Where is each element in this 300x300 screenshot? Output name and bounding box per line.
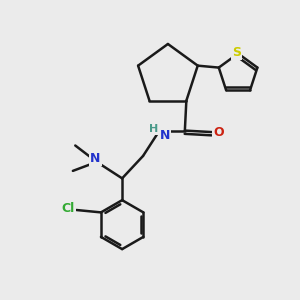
Text: Cl: Cl <box>61 202 75 215</box>
Text: O: O <box>213 126 224 139</box>
Text: S: S <box>232 46 241 59</box>
Text: N: N <box>160 129 170 142</box>
Text: N: N <box>90 152 101 165</box>
Text: H: H <box>149 124 159 134</box>
